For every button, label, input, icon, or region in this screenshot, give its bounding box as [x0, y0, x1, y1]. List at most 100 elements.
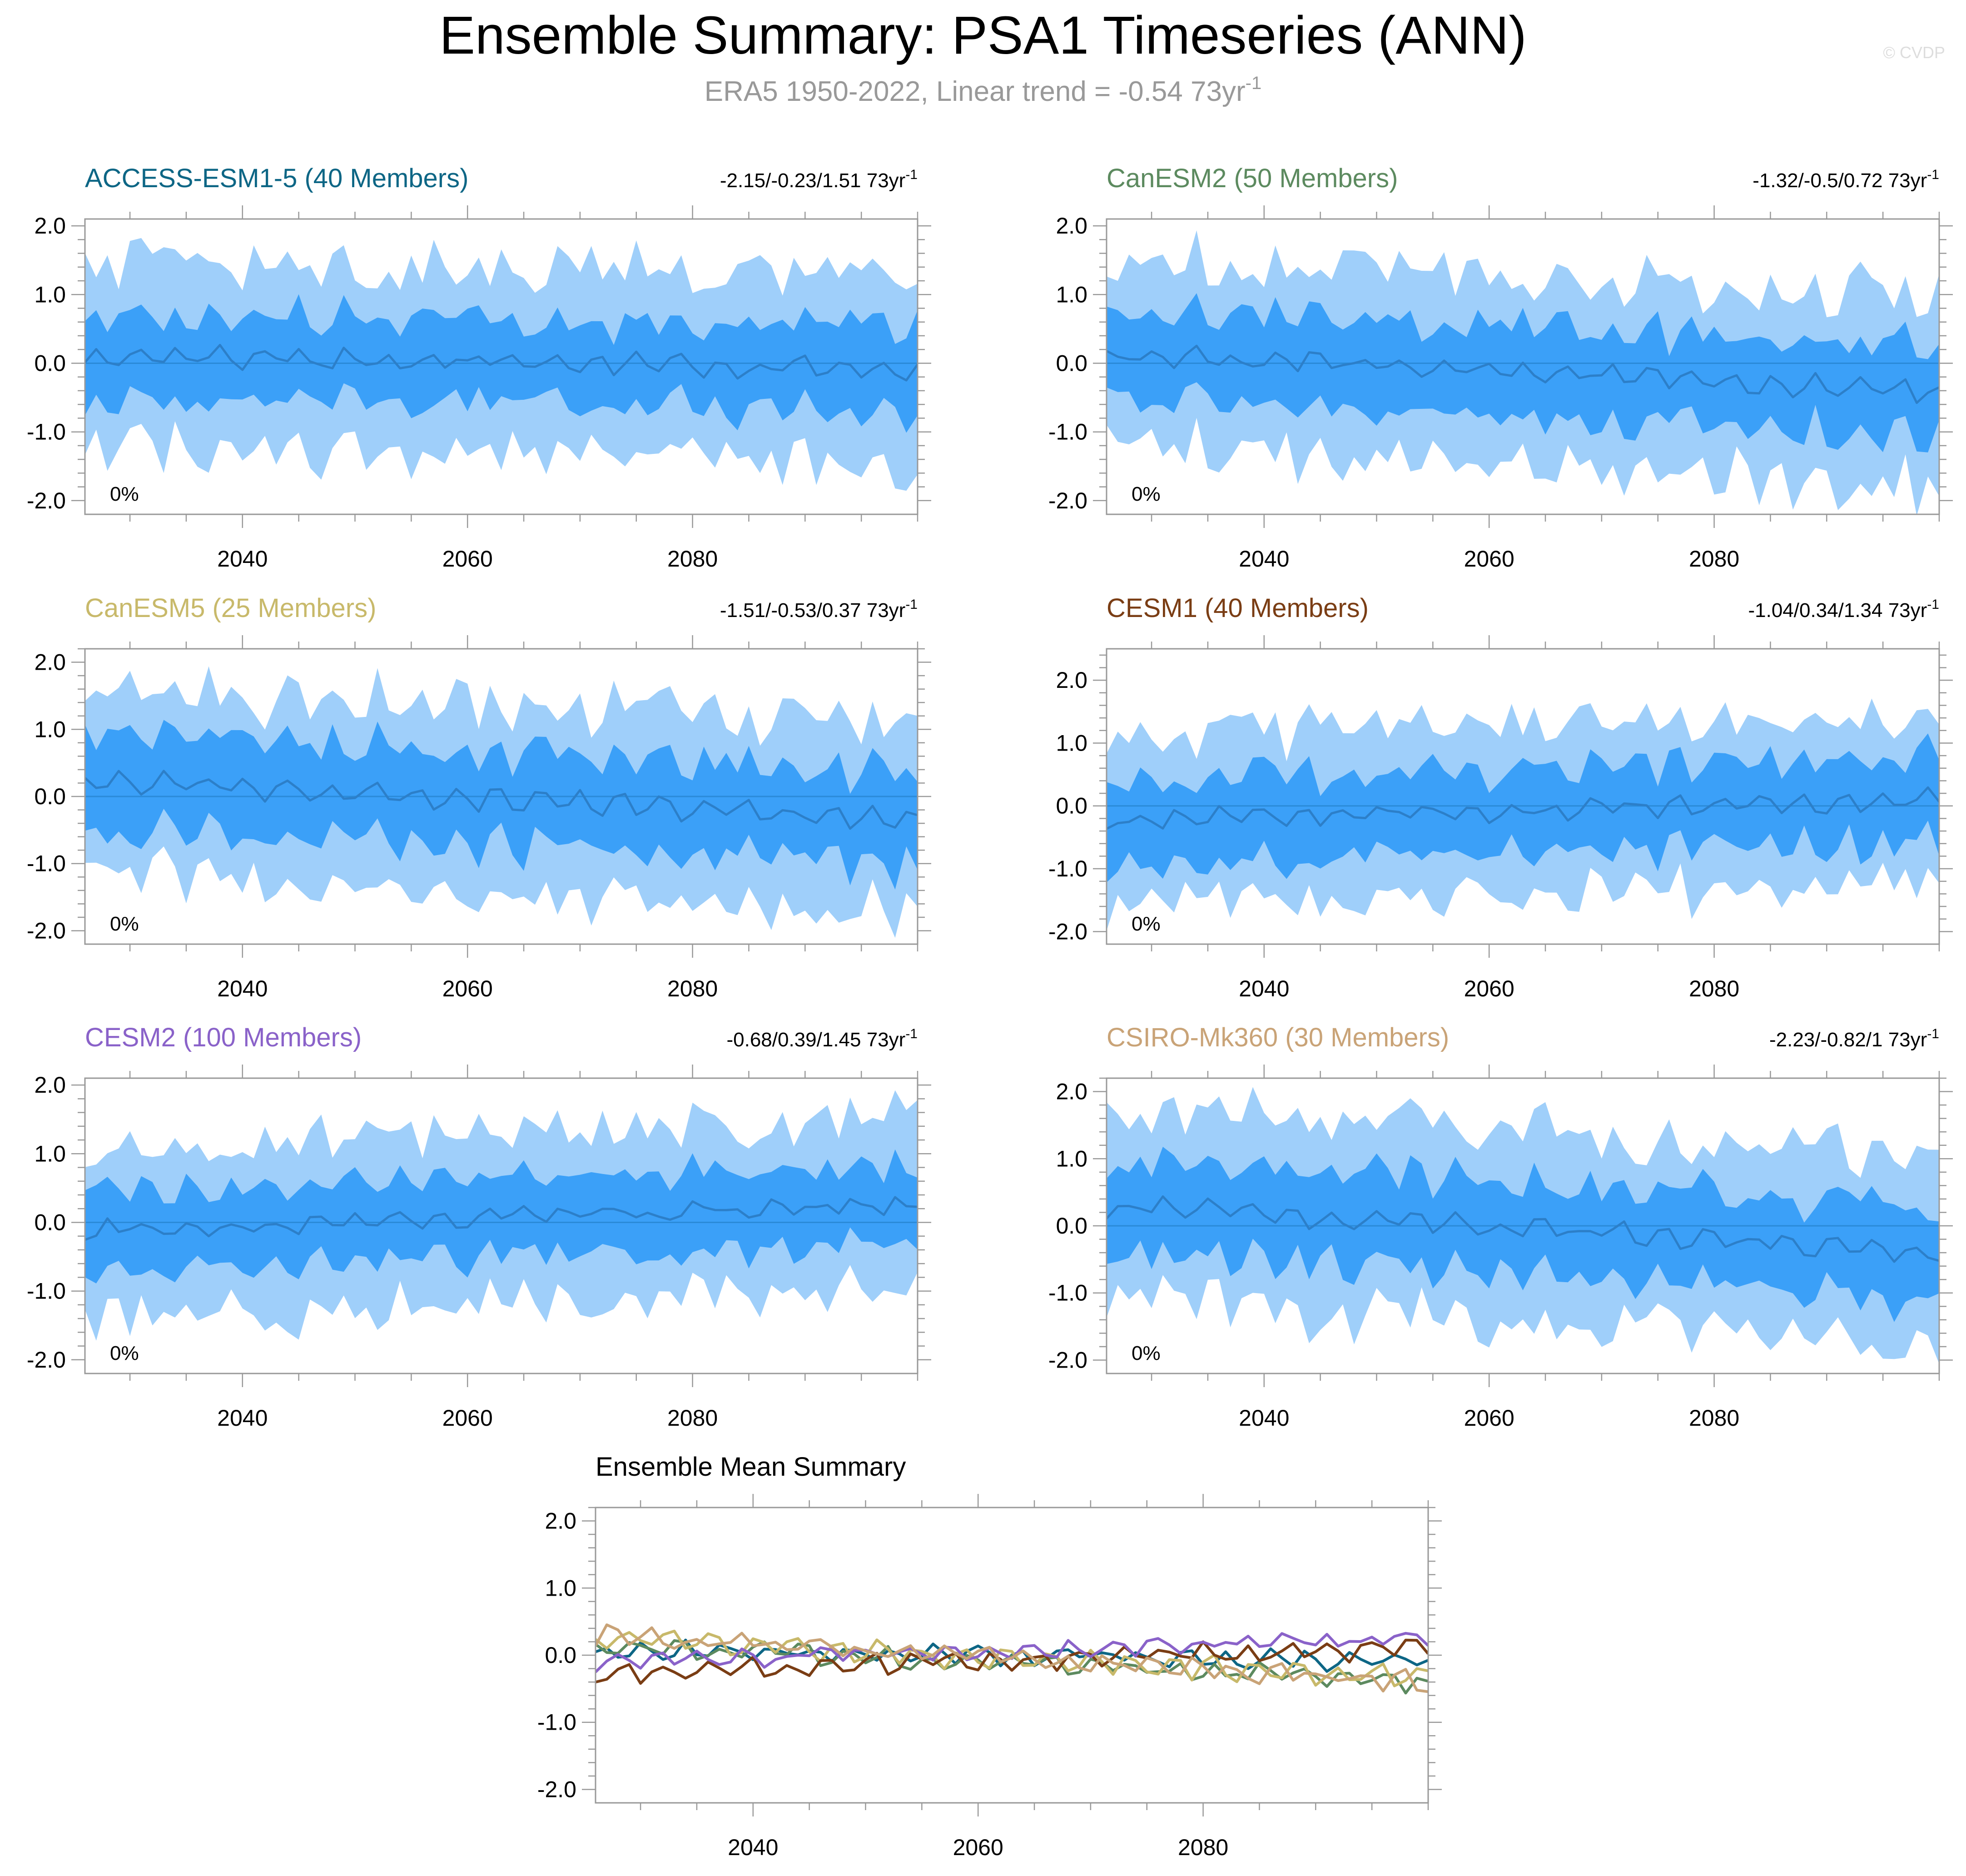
panel-title: CanESM5 (25 Members): [85, 593, 376, 623]
y-tick-label: -1.0: [27, 419, 66, 445]
y-tick-label: 1.0: [1056, 282, 1087, 307]
ensemble-mean-line: [85, 1196, 918, 1241]
panel-3: 2.0 1.0 0.0 -1.0 -2.0 2040 2060 2080 CanESM5 (25…: [27, 593, 931, 1001]
x-tick-label: 2060: [442, 976, 493, 1001]
trend-label-exponent: -1: [1927, 167, 1939, 182]
y-tick-label: 0.0: [545, 1642, 576, 1668]
trend-label: -0.68/0.39/1.45 73yr-1: [726, 1026, 918, 1051]
x-tick-label: 2040: [1239, 976, 1289, 1001]
panel-title: CanESM2 (50 Members): [1107, 164, 1398, 193]
x-tick-label: 2060: [442, 546, 493, 572]
trend-label: -1.04/0.34/1.34 73yr-1: [1748, 597, 1939, 622]
x-tick-label: 2060: [953, 1835, 1003, 1860]
panel-plot-area: [85, 238, 918, 491]
copyright-label: © CVDP: [1883, 43, 1945, 62]
panel-frame: [84, 218, 918, 515]
figure-title: Ensemble Summary: PSA1 Timeseries (ANN): [439, 5, 1526, 65]
trend-label-value: -0.68/0.39/1.45 73yr: [726, 1029, 905, 1051]
trend-label-value: -1.32/-0.5/0.72 73yr: [1753, 169, 1927, 192]
y-tick-label: 2.0: [34, 213, 66, 239]
percent-label: 0%: [110, 1342, 139, 1364]
series-line-4: [596, 1638, 1428, 1685]
y-tick-label: 0.0: [34, 784, 66, 809]
y-tick-label: 1.0: [34, 1141, 66, 1166]
y-tick-label: 2.0: [34, 1072, 66, 1098]
ensemble-mean-line: [1107, 1195, 1939, 1263]
series-line-3: [596, 1629, 1428, 1687]
panel-1: 2.0 1.0 0.0 -1.0 -2.0 2040 2060 2080 ACCESS-ESM1…: [27, 164, 931, 572]
y-tick-label: 0.0: [34, 1209, 66, 1235]
ensemble-mean-line: [1107, 786, 1939, 830]
trend-label: -2.15/-0.23/1.51 73yr-1: [720, 167, 918, 192]
percent-label: 0%: [1132, 913, 1161, 935]
percent-label: 0%: [110, 913, 139, 935]
y-tick-label: -1.0: [1048, 1280, 1087, 1306]
y-tick-label: 2.0: [1056, 1079, 1087, 1105]
y-tick-label: 2.0: [1056, 667, 1087, 693]
inner-band-area: [1107, 733, 1939, 883]
percent-label: 0%: [110, 483, 139, 505]
panel-plot-area: [596, 1623, 1428, 1695]
x-tick-label: 2040: [217, 546, 268, 572]
y-tick-label: 0.0: [1056, 793, 1087, 819]
panel-6: 2.0 1.0 0.0 -1.0 -2.0 2040 2060 2080 CSIRO-Mk360…: [1048, 1023, 1953, 1431]
y-tick-label: -2.0: [27, 488, 66, 513]
trend-label-value: -1.51/-0.53/0.37 73yr: [720, 599, 905, 622]
panel-plot-area: [1107, 1087, 1939, 1364]
inner-band-area: [1107, 293, 1939, 453]
panel-2: 2.0 1.0 0.0 -1.0 -2.0 2040 2060 2080 CanESM2 (50…: [1048, 164, 1953, 572]
panel-5: 2.0 1.0 0.0 -1.0 -2.0 2040 2060 2080 CESM2 (100 …: [27, 1023, 931, 1431]
x-tick-label: 2040: [1239, 546, 1289, 572]
y-tick-label: 0.0: [1056, 350, 1087, 376]
y-tick-label: -1.0: [27, 851, 66, 876]
x-tick-label: 2060: [442, 1405, 493, 1431]
ensemble-mean-line: [85, 770, 918, 830]
x-tick-label: 2040: [217, 1405, 268, 1431]
panel-plot-area: [1107, 698, 1939, 931]
ensemble-mean-line: [85, 343, 918, 382]
trend-label-value: -2.15/-0.23/1.51 73yr: [720, 169, 905, 192]
inner-band-area: [85, 1149, 918, 1284]
x-tick-label: 2080: [667, 976, 718, 1001]
x-tick-label: 2080: [1178, 1835, 1228, 1860]
trend-label-value: -1.04/0.34/1.34 73yr: [1748, 599, 1927, 622]
y-tick-label: -1.0: [1048, 419, 1087, 445]
x-tick-label: 2080: [667, 546, 718, 572]
y-tick-label: 1.0: [34, 282, 66, 307]
trend-label: -1.51/-0.53/0.37 73yr-1: [720, 597, 918, 622]
y-tick-label: -2.0: [27, 1347, 66, 1373]
x-tick-label: 2040: [728, 1835, 778, 1860]
y-tick-label: 2.0: [34, 650, 66, 675]
y-tick-label: 0.0: [34, 350, 66, 376]
y-tick-label: 1.0: [34, 717, 66, 742]
ensemble-mean-line: [1107, 344, 1939, 404]
trend-label: -1.32/-0.5/0.72 73yr-1: [1753, 167, 1939, 192]
panel-frame: [1106, 218, 1940, 515]
panel-4: 2.0 1.0 0.0 -1.0 -2.0 2040 2060 2080 CESM1 (40 M…: [1048, 593, 1953, 1001]
y-tick-label: -1.0: [27, 1279, 66, 1304]
y-tick-label: 0.0: [1056, 1213, 1087, 1239]
inner-band-area: [85, 720, 918, 890]
x-tick-label: 2080: [667, 1405, 718, 1431]
x-tick-label: 2040: [1239, 1405, 1289, 1431]
panel-title: CESM2 (100 Members): [85, 1023, 362, 1052]
y-tick-label: 1.0: [1056, 730, 1087, 756]
y-tick-label: -1.0: [537, 1710, 576, 1735]
x-tick-label: 2040: [217, 976, 268, 1001]
panel-title: ACCESS-ESM1-5 (40 Members): [85, 164, 468, 193]
y-tick-label: 1.0: [1056, 1146, 1087, 1171]
x-tick-label: 2080: [1689, 546, 1739, 572]
panel-7: 2.0 1.0 0.0 -1.0 -2.0 2040 2060 2080 Ensemble Me…: [537, 1452, 1442, 1860]
y-tick-label: -2.0: [537, 1776, 576, 1802]
trend-label-exponent: -1: [905, 1026, 918, 1041]
series-line-6: [596, 1623, 1428, 1693]
panel-title: CESM1 (40 Members): [1107, 593, 1369, 623]
y-tick-label: 2.0: [545, 1508, 576, 1534]
panel-title: CSIRO-Mk360 (30 Members): [1107, 1023, 1449, 1052]
panel-title: Ensemble Mean Summary: [596, 1452, 906, 1482]
panel-plot-area: [85, 1090, 918, 1341]
trend-label-exponent: -1: [905, 167, 918, 182]
trend-label-exponent: -1: [905, 597, 918, 612]
x-tick-label: 2060: [1464, 1405, 1514, 1431]
plots-layer: 2.0 1.0 0.0 -1.0 -2.0 2040 2060 2080 ACCESS-ESM1…: [27, 164, 1953, 1860]
